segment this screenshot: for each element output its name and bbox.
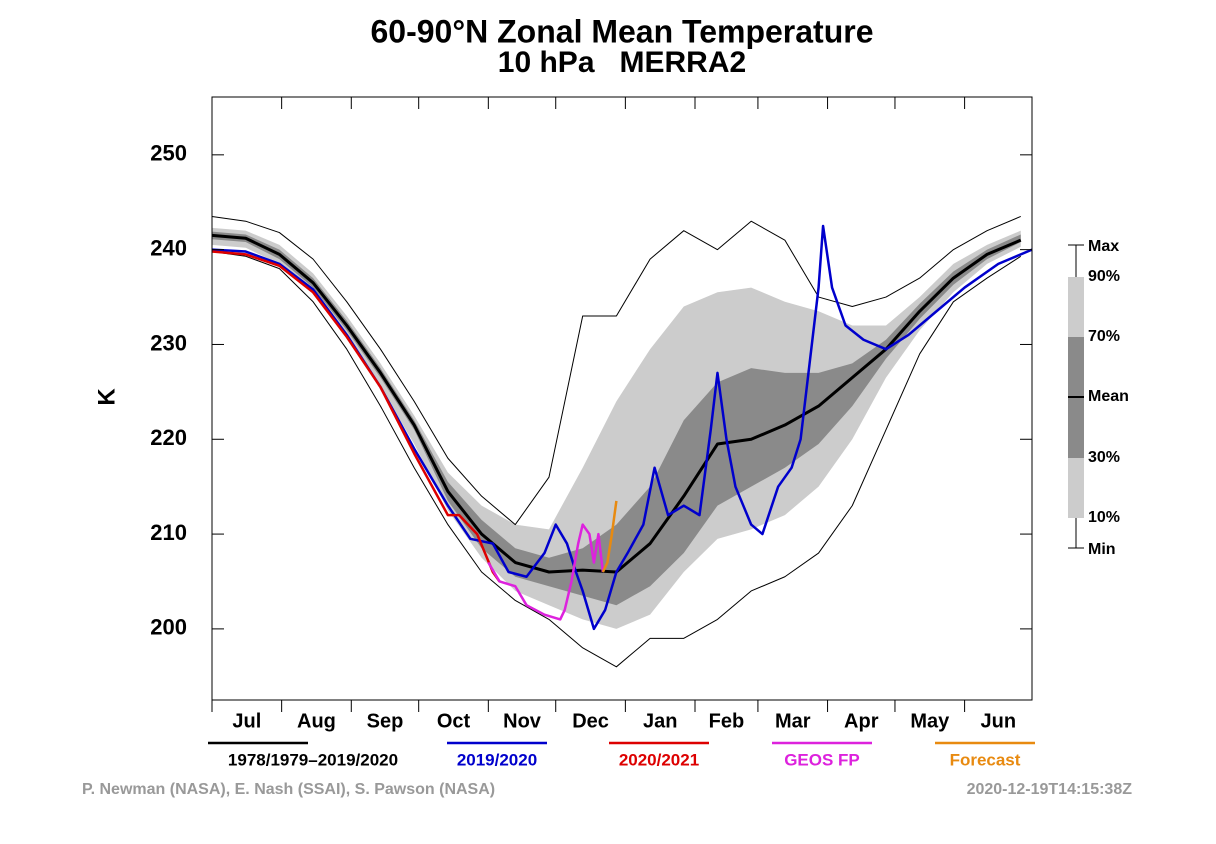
legend-label: 2019/2020 [457, 750, 537, 769]
key-label: 30% [1088, 449, 1120, 466]
band-30-70 [212, 231, 1021, 606]
x-tick-label: Sep [367, 710, 404, 732]
x-tick-label: Mar [775, 710, 811, 732]
x-tick-label: Nov [503, 710, 542, 732]
extreme-line [211, 215, 1021, 526]
key-light [1068, 458, 1084, 518]
x-tick-label: Jun [981, 710, 1017, 732]
key-label: Max [1088, 238, 1119, 255]
y-tick-label: 220 [150, 425, 187, 450]
x-tick-label: Aug [297, 710, 336, 732]
series-line [487, 523, 605, 621]
chart-title: 60-90°N Zonal Mean Temperature [370, 13, 873, 49]
y-tick-label: 250 [150, 141, 187, 166]
key-label: 70% [1088, 328, 1120, 345]
y-axis-label: K [93, 388, 120, 406]
plot-frame [211, 96, 1033, 701]
x-tick-label: Jul [232, 710, 261, 732]
key-label: Mean [1088, 388, 1129, 405]
x-tick-label: Oct [437, 710, 471, 732]
series-line [601, 500, 618, 573]
legend-label: Forecast [950, 750, 1021, 769]
x-tick-label: Apr [844, 710, 879, 732]
key-label: 10% [1088, 509, 1120, 526]
legend-label: GEOS FP [784, 750, 860, 769]
series-line [211, 250, 501, 583]
key-label: 90% [1088, 268, 1120, 285]
x-tick-label: Dec [572, 710, 609, 732]
y-tick-label: 240 [150, 235, 187, 260]
x-tick-label: Jan [643, 710, 677, 732]
chart-subtitle: 10 hPa MERRA2 [498, 46, 746, 79]
x-tick-label: Feb [709, 710, 745, 732]
band-10-90 [212, 227, 1021, 629]
extreme-line [211, 251, 1022, 668]
legend-label: 2020/2021 [619, 750, 699, 769]
key-light [1068, 277, 1084, 337]
y-tick-label: 230 [150, 330, 187, 355]
y-tick-label: 200 [150, 615, 187, 640]
y-tick-label: 210 [150, 520, 187, 545]
legend-label: 1978/1979–2019/2020 [228, 750, 398, 769]
x-tick-label: May [910, 710, 950, 732]
key-label: Min [1088, 541, 1116, 558]
series-line [211, 224, 1033, 631]
credits: P. Newman (NASA), E. Nash (SSAI), S. Paw… [82, 781, 495, 798]
timestamp: 2020-12-19T14:15:38Z [967, 781, 1133, 798]
